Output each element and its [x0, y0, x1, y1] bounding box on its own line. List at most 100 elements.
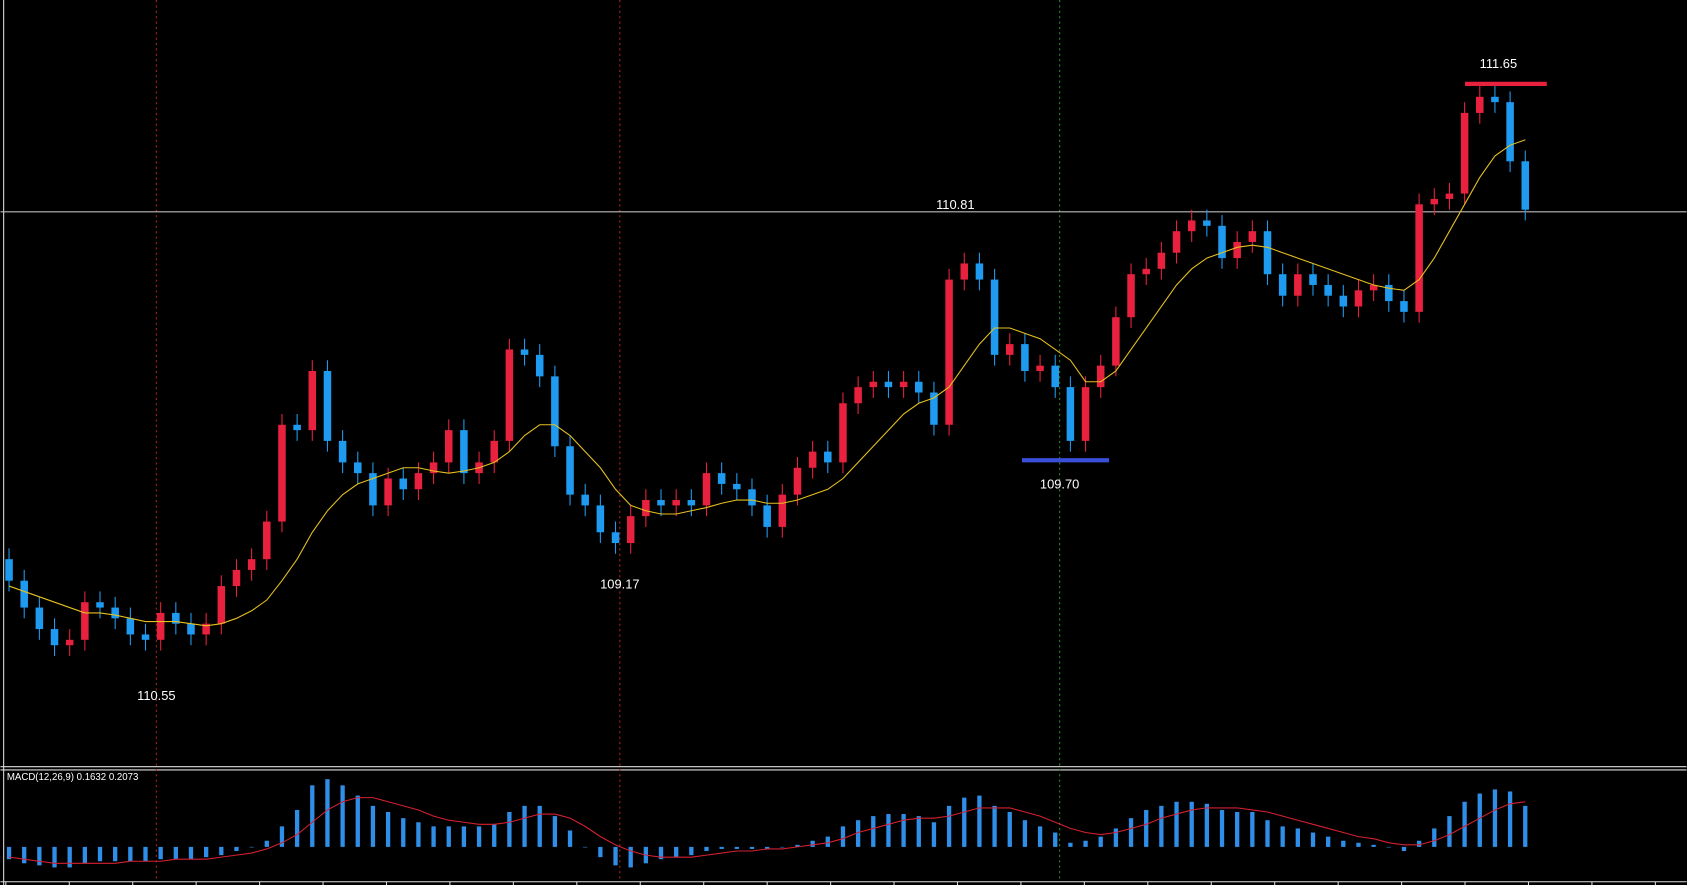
macd-bar — [1250, 812, 1255, 847]
macd-bar — [810, 840, 815, 847]
macd-bar — [203, 846, 209, 858]
candle-body — [5, 559, 13, 581]
macd-bar — [219, 846, 224, 856]
macd-bar — [1356, 842, 1361, 847]
macd-bar — [1098, 836, 1103, 847]
candle-body — [217, 586, 226, 624]
candle-body — [1233, 241, 1241, 259]
candle-body — [141, 634, 150, 640]
macd-bar — [1416, 840, 1422, 847]
macd-bar — [1492, 789, 1498, 847]
candle-body — [748, 489, 756, 506]
candle-body — [1430, 198, 1439, 205]
candle-body — [1096, 365, 1105, 388]
macd-bar — [749, 846, 755, 849]
candle-body — [1400, 301, 1408, 312]
macd-bar — [431, 826, 436, 847]
macd-bar — [552, 816, 558, 847]
candle-body — [566, 446, 574, 495]
macd-bar — [1386, 846, 1391, 848]
macd-bar — [279, 826, 285, 847]
candle-body — [50, 629, 59, 646]
candle-body — [81, 602, 89, 640]
candle-body — [308, 370, 317, 431]
candle-body — [717, 473, 726, 484]
candle-body — [687, 500, 696, 506]
candle-body — [1339, 295, 1348, 307]
macd-bar — [37, 846, 42, 866]
macd-bar — [567, 830, 573, 847]
macd-bar — [1477, 793, 1482, 847]
candle-body — [915, 381, 923, 393]
macd-bar — [249, 846, 254, 848]
candle-body — [293, 424, 301, 431]
macd-bar — [780, 846, 785, 848]
macd-bar — [1371, 844, 1376, 847]
candle-body — [763, 505, 771, 527]
candle-body — [1263, 231, 1272, 275]
candle-body — [1476, 96, 1484, 113]
price-annotation: 109.70 — [1040, 476, 1079, 491]
macd-bar — [1310, 832, 1316, 847]
candle-body — [733, 483, 741, 490]
candle-body — [824, 451, 832, 463]
candle-body — [642, 500, 650, 517]
macd-bar — [1007, 812, 1012, 847]
candle-body — [1218, 225, 1226, 259]
candle-body — [596, 505, 605, 533]
macd-bar — [310, 785, 315, 847]
candle-body — [1385, 284, 1393, 302]
candle-body — [839, 403, 847, 463]
macd-bar — [476, 826, 482, 847]
candle-body — [156, 612, 165, 640]
candle-body — [884, 381, 893, 388]
candle-body — [1051, 365, 1059, 388]
macd-bar — [1432, 828, 1437, 847]
macd-bar — [840, 826, 846, 847]
macd-bar — [294, 809, 300, 847]
macd-bar — [1159, 805, 1164, 847]
macd-bar — [401, 818, 406, 847]
macd-bar — [113, 846, 118, 862]
candle-body — [126, 618, 135, 635]
candle-body — [657, 500, 665, 506]
candle-body — [611, 532, 620, 544]
macd-bar — [1341, 840, 1346, 847]
macd-bar — [492, 824, 497, 847]
candle-body — [505, 349, 514, 441]
candle-body — [778, 494, 787, 527]
candle-body — [551, 376, 559, 447]
candle-body — [1172, 231, 1181, 253]
candle-body — [399, 478, 408, 490]
macd-bar — [583, 846, 588, 848]
candle-body — [187, 623, 195, 635]
macd-bar — [1507, 791, 1513, 847]
macd-bar — [6, 846, 12, 860]
macd-bar — [704, 846, 709, 851]
signal-line — [8, 797, 1526, 864]
macd-bar — [901, 814, 906, 847]
macd-bar — [1265, 820, 1270, 847]
candle-body — [535, 354, 544, 377]
candle-body — [1248, 231, 1257, 242]
macd-bar — [1128, 818, 1134, 847]
macd-bar — [52, 846, 57, 868]
candle-body — [520, 349, 529, 355]
price-annotation: 110.55 — [137, 688, 175, 703]
candle-body — [384, 478, 392, 506]
candle-body — [1005, 344, 1014, 355]
candle-body — [20, 580, 28, 608]
candle-body — [1021, 344, 1029, 371]
candle-body — [232, 569, 241, 587]
candle-body — [930, 392, 938, 425]
candle-body — [702, 473, 711, 506]
macd-bar — [507, 812, 512, 847]
macd-bar — [658, 846, 664, 860]
candle-body — [369, 473, 377, 506]
candle-body — [278, 424, 286, 522]
candle-body — [323, 370, 332, 441]
candle-body — [1127, 274, 1135, 318]
macd-bar — [1068, 842, 1073, 847]
macd-bar — [916, 816, 921, 847]
